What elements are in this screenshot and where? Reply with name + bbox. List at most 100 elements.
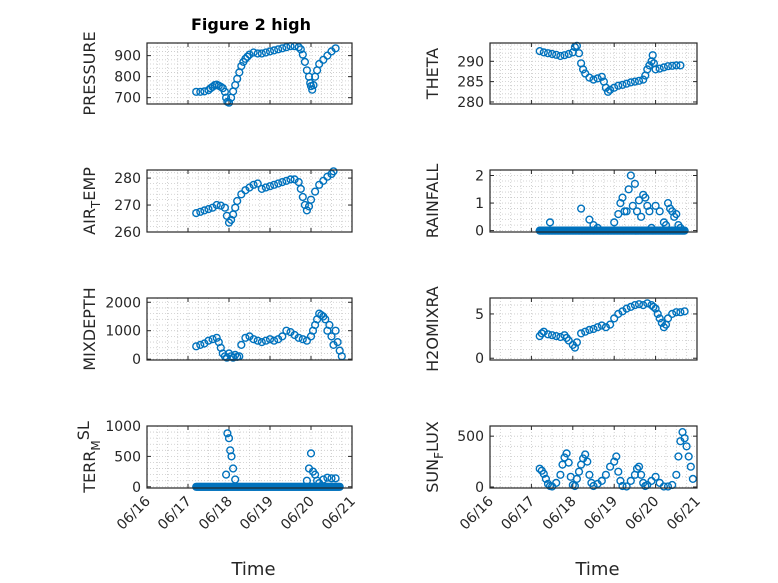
data-point: [227, 452, 236, 461]
data-point: [562, 449, 571, 458]
y-axis-label-rest: EMP: [80, 167, 99, 201]
data-point: [634, 462, 644, 471]
data-point: [576, 329, 586, 338]
data-point: [626, 476, 635, 486]
data-point: [651, 304, 660, 313]
data-point: [192, 209, 201, 218]
data-point: [672, 61, 681, 70]
data-point: [282, 176, 291, 185]
data-point: [220, 87, 230, 96]
data-point: [302, 476, 312, 485]
data-point: [556, 51, 565, 61]
data-point: [231, 475, 240, 484]
data-series: [192, 42, 340, 107]
data-point: [196, 87, 205, 96]
data-point: [222, 470, 231, 479]
data-point: [572, 474, 582, 484]
data-point: [321, 315, 330, 324]
data-point: [645, 61, 654, 70]
data-point: [657, 318, 666, 327]
data-point: [628, 201, 637, 210]
y-axis-label-base: MIXDEPTH: [80, 287, 99, 370]
data-point: [327, 474, 336, 483]
y-axis-label: RAINFALL: [423, 164, 442, 239]
data-point: [220, 482, 230, 491]
data-point: [634, 76, 644, 85]
data-point: [653, 309, 662, 319]
data-point: [306, 449, 316, 458]
data-point: [589, 75, 598, 84]
data-point: [298, 192, 307, 202]
data-point: [682, 442, 691, 451]
data-point: [274, 179, 283, 188]
data-point: [552, 332, 561, 341]
data-point: [564, 49, 573, 59]
data-point: [270, 46, 279, 55]
y-tick-label: 700: [114, 91, 141, 107]
y-tick-label: 260: [114, 225, 141, 241]
data-point: [311, 187, 320, 196]
data-point: [300, 57, 310, 67]
data-point: [302, 336, 312, 345]
data-point: [616, 476, 625, 486]
data-point: [622, 304, 631, 313]
data-point: [601, 83, 611, 92]
data-point: [216, 201, 225, 210]
x-axis-label: Time: [574, 559, 619, 580]
y-tick-label: 280: [114, 171, 141, 187]
data-point: [560, 51, 569, 60]
data-point: [243, 52, 252, 61]
data-point: [585, 470, 594, 479]
data-point: [296, 45, 305, 54]
data-point: [614, 467, 623, 476]
data-point: [253, 336, 262, 345]
data-point: [265, 47, 275, 56]
data-point: [649, 302, 658, 312]
data-series: [535, 41, 685, 96]
data-point: [241, 54, 250, 63]
data-point: [241, 333, 250, 342]
subplot-3: 260 270 280 AIRTEMP: [80, 167, 353, 241]
data-point: [306, 195, 316, 204]
axes-box: [489, 297, 698, 361]
y-tick-label: 0: [132, 352, 141, 368]
y-axis-label: MIXDEPTH: [80, 287, 99, 370]
data-point: [286, 175, 295, 184]
data-point: [564, 336, 573, 345]
data-point: [676, 61, 685, 70]
data-point: [552, 50, 561, 59]
data-point: [674, 452, 683, 461]
data-point: [274, 45, 283, 54]
data-point: [278, 332, 287, 341]
y-axis-label: PRESSURE: [80, 31, 99, 115]
data-point: [605, 462, 615, 471]
data-series: [192, 309, 346, 362]
data-point: [626, 171, 635, 180]
data-point: [585, 73, 594, 82]
data-point: [570, 343, 580, 352]
data-point: [223, 429, 232, 438]
data-point: [676, 223, 685, 233]
data-point: [614, 309, 623, 319]
axes-box: [146, 425, 353, 489]
data-point: [545, 218, 555, 227]
subplot-6: 0 5 H2OMIXRA: [423, 286, 698, 372]
data-point: [659, 63, 669, 72]
data-point: [265, 335, 275, 344]
subplot-1: 700 800 900 PRESSURE: [80, 31, 353, 116]
data-point: [309, 80, 318, 90]
y-tick-label: 500: [457, 429, 484, 445]
y-tick-label: 5: [475, 307, 484, 323]
data-point: [612, 452, 621, 461]
data-point: [543, 330, 553, 339]
y-tick-label: 0: [475, 224, 484, 240]
data-point: [632, 464, 642, 473]
data-point: [624, 185, 633, 194]
data-series: [535, 171, 689, 235]
data-point: [647, 476, 656, 486]
data-point: [597, 476, 606, 486]
data-point: [541, 474, 551, 484]
y-axis-label-subscript: F: [432, 452, 446, 459]
data-point: [204, 205, 213, 214]
